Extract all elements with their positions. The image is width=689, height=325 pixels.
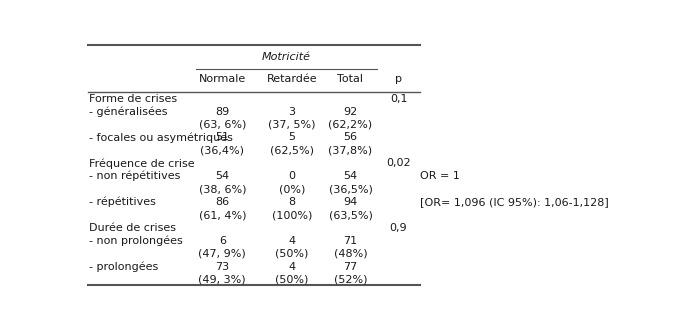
Text: (48%): (48%) <box>333 249 367 259</box>
Text: 4: 4 <box>288 262 296 272</box>
Text: 92: 92 <box>343 107 358 117</box>
Text: 94: 94 <box>343 197 358 207</box>
Text: (37, 5%): (37, 5%) <box>268 120 316 130</box>
Text: OR = 1: OR = 1 <box>420 171 460 181</box>
Text: (50%): (50%) <box>275 275 309 285</box>
Text: 0,02: 0,02 <box>387 158 411 168</box>
Text: (38, 6%): (38, 6%) <box>198 184 246 194</box>
Text: Fréquence de crise: Fréquence de crise <box>89 158 194 169</box>
Text: 56: 56 <box>343 133 358 142</box>
Text: Durée de crises: Durée de crises <box>89 223 176 233</box>
Text: 0,1: 0,1 <box>390 94 407 104</box>
Text: Motricité: Motricité <box>262 52 311 61</box>
Text: 77: 77 <box>343 262 358 272</box>
Text: (49, 3%): (49, 3%) <box>198 275 246 285</box>
Text: 0: 0 <box>288 171 295 181</box>
Text: (61, 4%): (61, 4%) <box>198 210 246 220</box>
Text: 3: 3 <box>288 107 295 117</box>
Text: (36,4%): (36,4%) <box>200 145 245 155</box>
Text: (63,5%): (63,5%) <box>329 210 372 220</box>
Text: Forme de crises: Forme de crises <box>89 94 177 104</box>
Text: Retardée: Retardée <box>267 74 317 84</box>
Text: 54: 54 <box>215 171 229 181</box>
Text: 54: 54 <box>343 171 358 181</box>
Text: - généralisées: - généralisées <box>89 106 167 117</box>
Text: - focales ou asymétriques: - focales ou asymétriques <box>89 132 233 143</box>
Text: 89: 89 <box>215 107 229 117</box>
Text: (63, 6%): (63, 6%) <box>198 120 246 130</box>
Text: - non répétitives: - non répétitives <box>89 171 180 181</box>
Text: Normale: Normale <box>198 74 246 84</box>
Text: - non prolongées: - non prolongées <box>89 236 183 246</box>
Text: 73: 73 <box>215 262 229 272</box>
Text: (47, 9%): (47, 9%) <box>198 249 246 259</box>
Text: (62,5%): (62,5%) <box>269 145 313 155</box>
Text: Total: Total <box>338 74 363 84</box>
Text: 71: 71 <box>343 236 358 246</box>
Text: - prolongées: - prolongées <box>89 262 158 272</box>
Text: 8: 8 <box>288 197 296 207</box>
Text: 86: 86 <box>215 197 229 207</box>
Text: 5: 5 <box>288 133 295 142</box>
Text: (37,8%): (37,8%) <box>329 145 373 155</box>
Text: - répétitives: - répétitives <box>89 197 156 207</box>
Text: [OR= 1,096 (IC 95%): 1,06-1,128]: [OR= 1,096 (IC 95%): 1,06-1,128] <box>420 197 608 207</box>
Text: 6: 6 <box>219 236 226 246</box>
Text: 0,9: 0,9 <box>390 223 407 233</box>
Text: (62,2%): (62,2%) <box>329 120 373 130</box>
Text: (0%): (0%) <box>278 184 305 194</box>
Text: (100%): (100%) <box>271 210 312 220</box>
Text: 51: 51 <box>215 133 229 142</box>
Text: (36,5%): (36,5%) <box>329 184 372 194</box>
Text: p: p <box>395 74 402 84</box>
Text: 4: 4 <box>288 236 296 246</box>
Text: (52%): (52%) <box>333 275 367 285</box>
Text: (50%): (50%) <box>275 249 309 259</box>
